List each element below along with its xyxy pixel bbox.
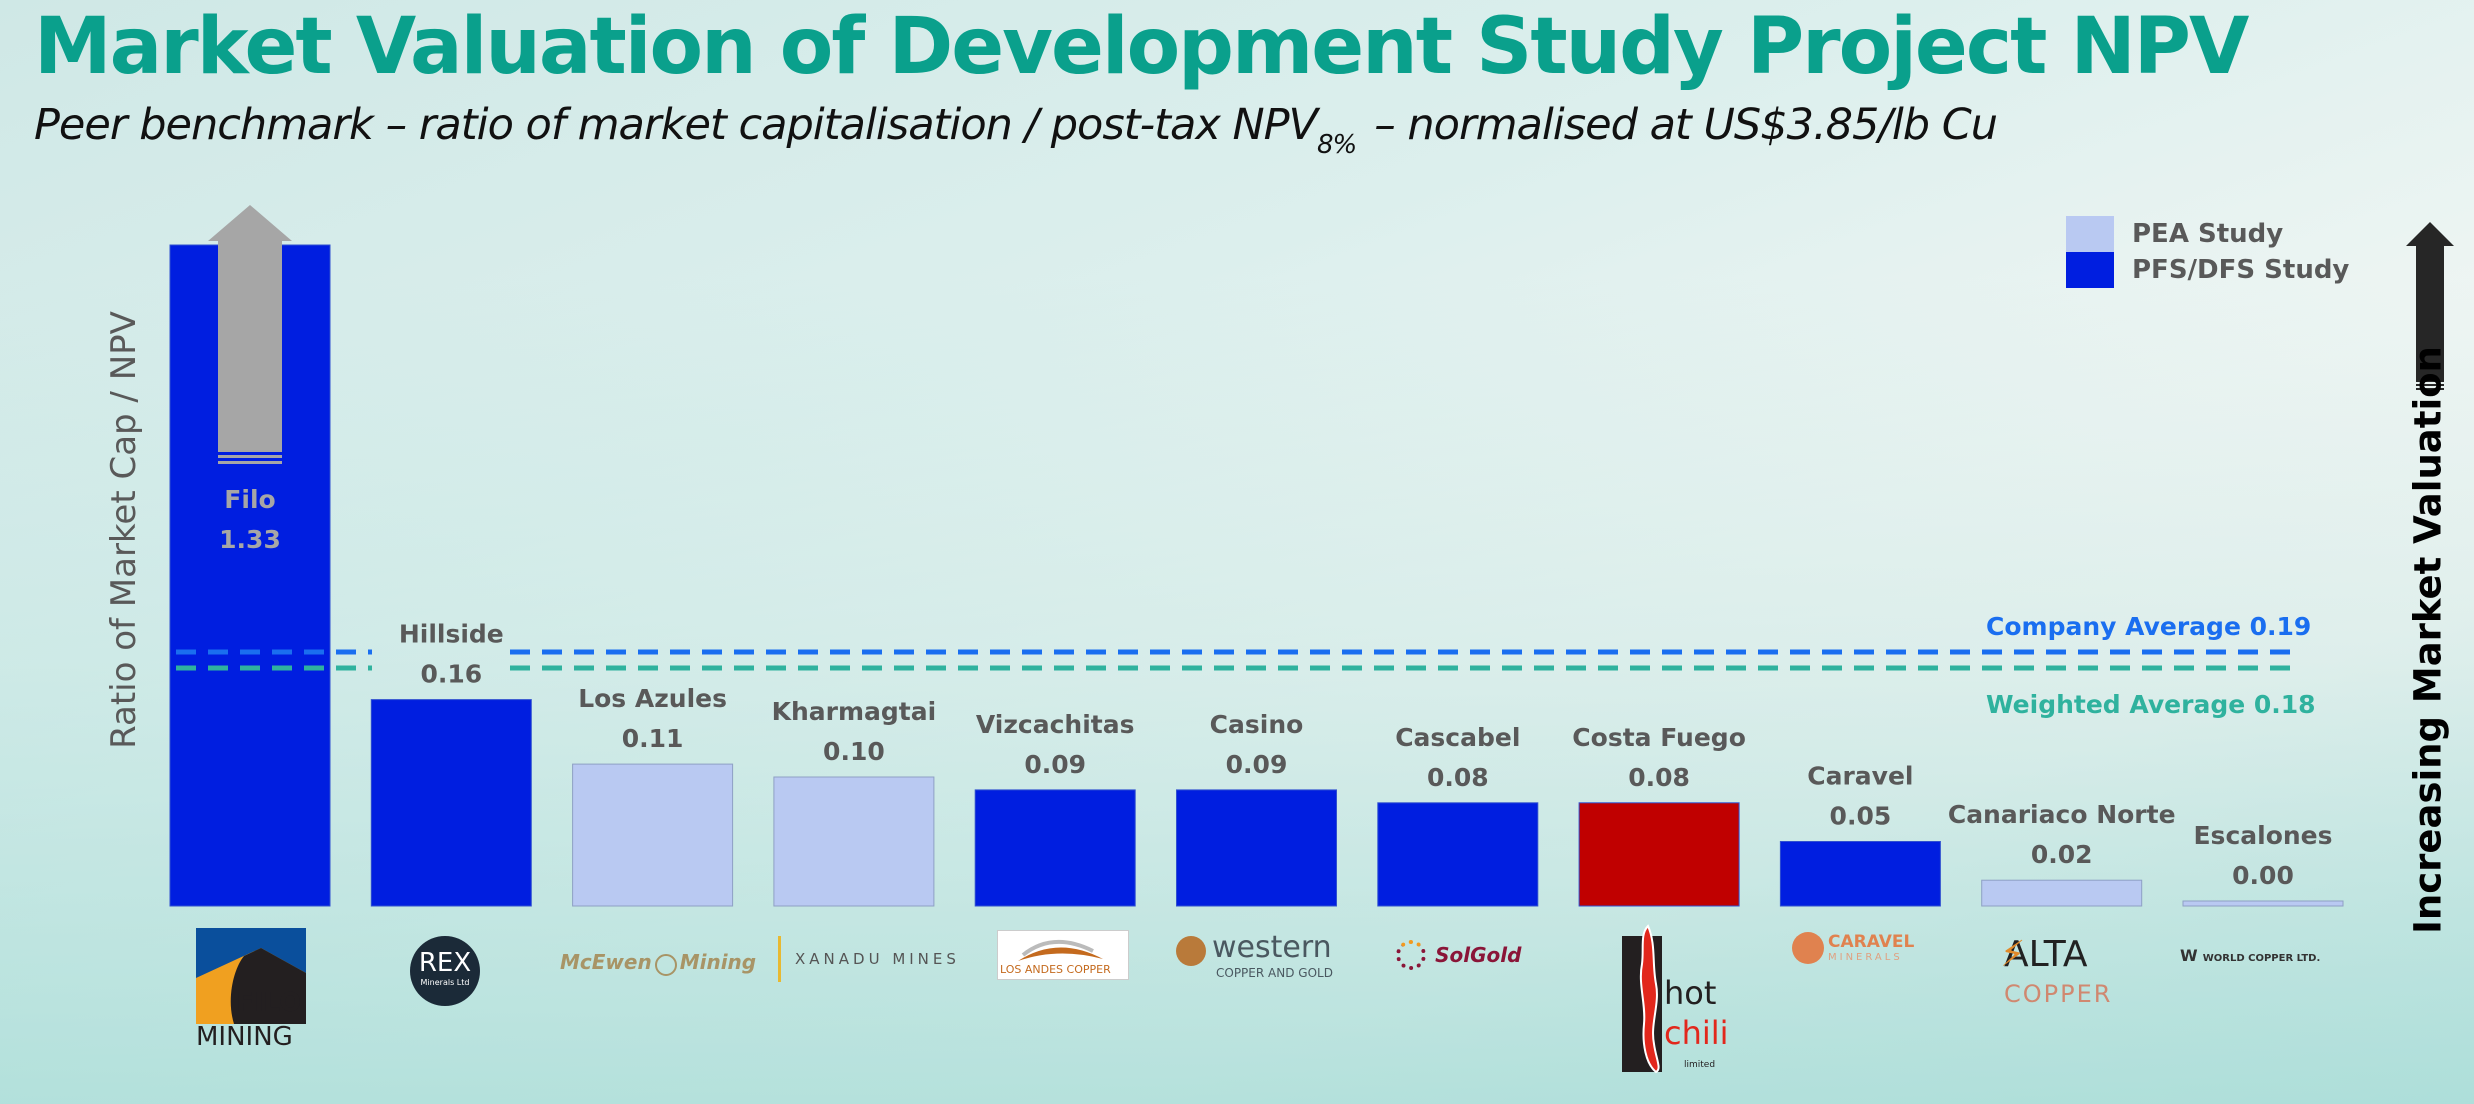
xanadu-logo-text: XANADU MINES: [795, 950, 960, 968]
hot-chili-text-3: limited: [1684, 1060, 1716, 1070]
bar-cascabel: [1377, 802, 1539, 907]
bar-category-label: Caravel: [1807, 762, 1913, 791]
alta-logo-subtext: COPPER: [2004, 980, 2113, 1008]
bar-hillside: [370, 699, 532, 907]
subtitle-tail: – normalised at US$3.85/lb Cu: [1374, 100, 1998, 150]
up-arrow-icon: [2406, 222, 2454, 390]
company-average-label: Company Average 0.19: [1986, 612, 2312, 641]
bar-category-label: Escalones: [2193, 821, 2332, 850]
solgold-logo-text: SolGold: [1435, 943, 1522, 967]
filo-mining-logo-icon: [196, 928, 306, 1024]
bar-category-label: Filo: [224, 485, 275, 514]
page-title: Market Valuation of Development Study Pr…: [34, 2, 2249, 92]
bar-value-label: 1.33: [219, 525, 281, 554]
logo-rex-minerals: REX Minerals Ltd: [410, 936, 480, 1006]
bar-value-label: 0.10: [823, 737, 885, 766]
world-copper-emblem-icon: W: [2180, 946, 2198, 965]
mcewen-logo-emblem-icon: [654, 953, 677, 976]
bar-escalones: [2182, 900, 2344, 907]
logo-filo-mining: FILO MINING: [196, 928, 306, 1052]
hot-chili-text-2: chili: [1664, 1014, 1729, 1052]
bar-value-label: 0.09: [1226, 750, 1288, 779]
world-copper-logo-text: WORLD COPPER LTD.: [2202, 953, 2321, 964]
bar-category-label: Casino: [1210, 710, 1304, 739]
bar-canariaco-norte: [1981, 879, 2143, 907]
los-andes-mountain-icon: [1018, 939, 1103, 961]
bar-los-azules: [572, 763, 734, 907]
legend-item-pea: PEA Study: [2066, 216, 2349, 252]
subtitle-main: Peer benchmark – ratio of market capital…: [34, 100, 1318, 150]
legend-swatch-pfs: [2066, 252, 2114, 288]
logo-xanadu-mines: XANADU MINES: [778, 936, 960, 982]
western-emblem-icon: [1176, 936, 1206, 966]
truncation-arrow-stripe: [218, 455, 282, 458]
alta-lightning-icon: ⚡: [2000, 934, 2026, 975]
rex-logo-subtext: Minerals Ltd: [420, 978, 470, 987]
bar-value-label: 0.05: [1830, 802, 1892, 831]
logo-alta-copper: ALTA ⚡ COPPER: [2000, 934, 2120, 1014]
bars-group: [169, 205, 2344, 907]
bar-value-label: 0.09: [1024, 750, 1086, 779]
bar-casino: [1176, 789, 1337, 907]
legend: PEA Study PFS/DFS Study: [2066, 216, 2349, 288]
bar-caravel: [1779, 841, 1941, 907]
reference-lines-group: [176, 649, 2300, 671]
los-andes-logo-text: LOS ANDES COPPER: [1000, 963, 1111, 976]
logo-solgold: SolGold: [1396, 940, 1521, 970]
bar-value-label: 0.16: [420, 660, 482, 689]
increasing-valuation-label: Increasing Market Valuation: [2406, 346, 2450, 934]
alta-logo-text: ALTA: [2004, 934, 2088, 975]
legend-label-pea: PEA Study: [2132, 219, 2284, 249]
logo-world-copper: W WORLD COPPER LTD.: [2180, 946, 2320, 965]
bar-vizcachitas: [974, 789, 1136, 907]
filo-logo-text-1: FILO: [236, 988, 302, 1018]
subtitle-subscript: 8%: [1316, 130, 1357, 160]
bar-category-label: Vizcachitas: [976, 710, 1135, 739]
truncation-arrow-stripe: [218, 461, 282, 464]
bar-costa-fuego: [1578, 802, 1740, 907]
bar-value-label: 0.00: [2232, 861, 2294, 890]
logo-hot-chili: hot chili limited: [1620, 924, 1729, 1074]
bar-category-label: Los Azules: [578, 684, 727, 713]
bar-value-label: 0.02: [2031, 840, 2093, 869]
bar-category-label: Cascabel: [1395, 723, 1520, 752]
bar-category-label: Canariaco Norte: [1948, 800, 2176, 829]
weighted-average-label: Weighted Average 0.18: [1986, 690, 2316, 719]
western-logo-text: western: [1212, 930, 1332, 965]
solgold-swirl-icon: [1396, 940, 1426, 970]
legend-label-pfs: PFS/DFS Study: [2132, 255, 2350, 285]
western-logo-subtext: COPPER AND GOLD: [1216, 966, 1333, 980]
logo-mcewen-mining: McEwen Mining: [560, 950, 756, 976]
legend-item-pfs: PFS/DFS Study: [2066, 252, 2349, 288]
logo-los-andes-copper: LOS ANDES COPPER: [997, 930, 1129, 980]
mcewen-logo-text-1: McEwen: [560, 950, 652, 974]
page-subtitle: Peer benchmark – ratio of market capital…: [34, 100, 1998, 160]
hot-chili-text-1: hot: [1664, 974, 1717, 1012]
caravel-emblem-icon: [1792, 932, 1824, 964]
bar-category-label: Kharmagtai: [772, 697, 937, 726]
rex-logo-text: REX: [418, 948, 472, 978]
bar-value-label: 0.11: [622, 724, 684, 753]
mcewen-logo-text-2: Mining: [679, 950, 757, 974]
truncation-arrow-icon: [208, 205, 292, 452]
caravel-logo-text: CARAVEL: [1828, 932, 1915, 952]
bar-labels-group: Filo 1.33 Hillside 0.16 Los Azules 0.11 Kharma…: [219, 485, 2332, 890]
bar-category-label: Costa Fuego: [1572, 723, 1746, 752]
bar-value-label: 0.08: [1628, 763, 1690, 792]
bar-category-label: Hillside: [399, 620, 504, 649]
hot-chili-pepper-icon: [1639, 924, 1660, 1074]
bar-value-label: 0.08: [1427, 763, 1489, 792]
filo-logo-text-2: MINING: [196, 1022, 293, 1052]
bar-kharmagtai: [773, 776, 935, 907]
legend-swatch-pea: [2066, 216, 2114, 252]
caravel-logo-subtext: MINERALS: [1828, 952, 1903, 963]
